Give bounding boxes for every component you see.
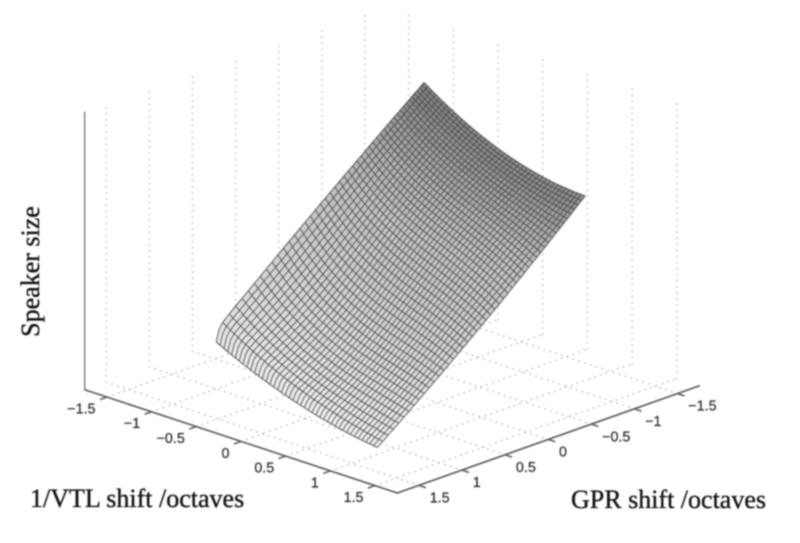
- svg-text:0: 0: [559, 445, 567, 461]
- svg-text:GPR shift /octaves: GPR shift /octaves: [571, 485, 766, 514]
- svg-text:−1: −1: [645, 414, 661, 430]
- svg-text:0.5: 0.5: [254, 461, 274, 477]
- svg-text:1/VTL shift /octaves: 1/VTL shift /octaves: [30, 484, 244, 513]
- svg-text:1.5: 1.5: [430, 491, 450, 507]
- svg-text:1: 1: [311, 475, 319, 491]
- svg-text:−1.5: −1.5: [688, 399, 716, 415]
- svg-text:−1.5: −1.5: [67, 402, 95, 418]
- svg-text:1: 1: [473, 475, 481, 491]
- svg-text:0.5: 0.5: [516, 460, 536, 476]
- svg-text:−1: −1: [124, 416, 140, 432]
- svg-text:−0.5: −0.5: [157, 431, 185, 447]
- svg-text:Speaker size: Speaker size: [16, 206, 45, 337]
- svg-text:−0.5: −0.5: [602, 429, 630, 445]
- svg-text:0: 0: [222, 446, 230, 462]
- svg-text:1.5: 1.5: [344, 490, 364, 506]
